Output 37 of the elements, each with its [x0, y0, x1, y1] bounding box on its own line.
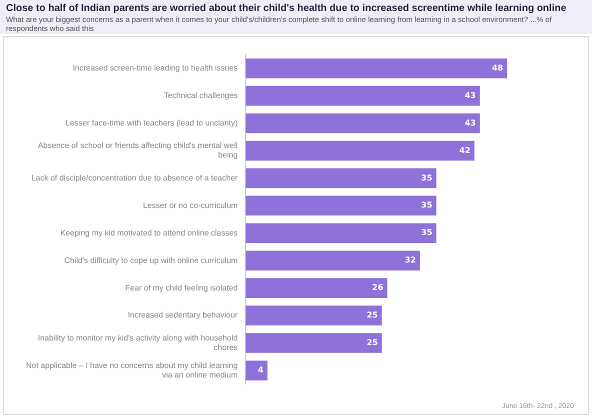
data-label: 4	[258, 366, 264, 375]
y-tick-label: Lesser face-time with teachers (lead to unclarity)	[66, 118, 238, 128]
y-tick-label: Lesser or no co-curriculum	[142, 200, 238, 210]
bar	[246, 250, 420, 270]
bar	[246, 140, 474, 161]
y-tick-label: Child's difficulty to cope up with online curriculum	[64, 256, 238, 265]
y-tick-label: Inability to monitor my kid's activity along with household chores	[38, 333, 238, 352]
bar	[246, 86, 480, 106]
bar	[246, 196, 436, 216]
bar	[246, 58, 508, 78]
bar	[246, 113, 480, 134]
y-tick-label: Fear of my child feeling isolated	[125, 283, 238, 292]
data-label: 43	[464, 90, 476, 100]
bar	[246, 306, 382, 326]
bar	[246, 333, 382, 353]
y-tick-label: Keeping my kid motivated to attend online classes	[60, 228, 238, 238]
y-tick-label: Increased screen-time leading to health issues	[72, 64, 238, 73]
bar	[246, 278, 388, 298]
y-tick-label: Increased sedentary behaviour	[128, 310, 238, 320]
bar	[246, 360, 268, 380]
data-label: 35	[421, 173, 433, 182]
data-label: 48	[492, 63, 504, 72]
chart-title: Close to half of Indian parents are worried about their child's health due to increased screentime while learning online	[6, 3, 568, 14]
bar	[246, 223, 436, 244]
y-tick-label: Lack of disciple/concentration due to absence of a teacher	[31, 173, 238, 182]
y-tick-label: Absence of school or friends affecting child's mental well being	[38, 141, 238, 160]
data-label: 26	[372, 283, 384, 292]
data-label: 35	[421, 200, 433, 210]
bar	[246, 168, 436, 188]
y-tick-label: Technical challenges	[164, 91, 238, 100]
data-label: 43	[464, 118, 476, 128]
data-label: 32	[404, 256, 416, 265]
data-label: 25	[366, 338, 378, 348]
data-label: 35	[421, 228, 433, 238]
data-label: 25	[366, 310, 378, 320]
data-label: 42	[459, 146, 470, 155]
y-tick-label: Not applicable – I have no concerns about my child learning via an online medium	[26, 360, 238, 380]
